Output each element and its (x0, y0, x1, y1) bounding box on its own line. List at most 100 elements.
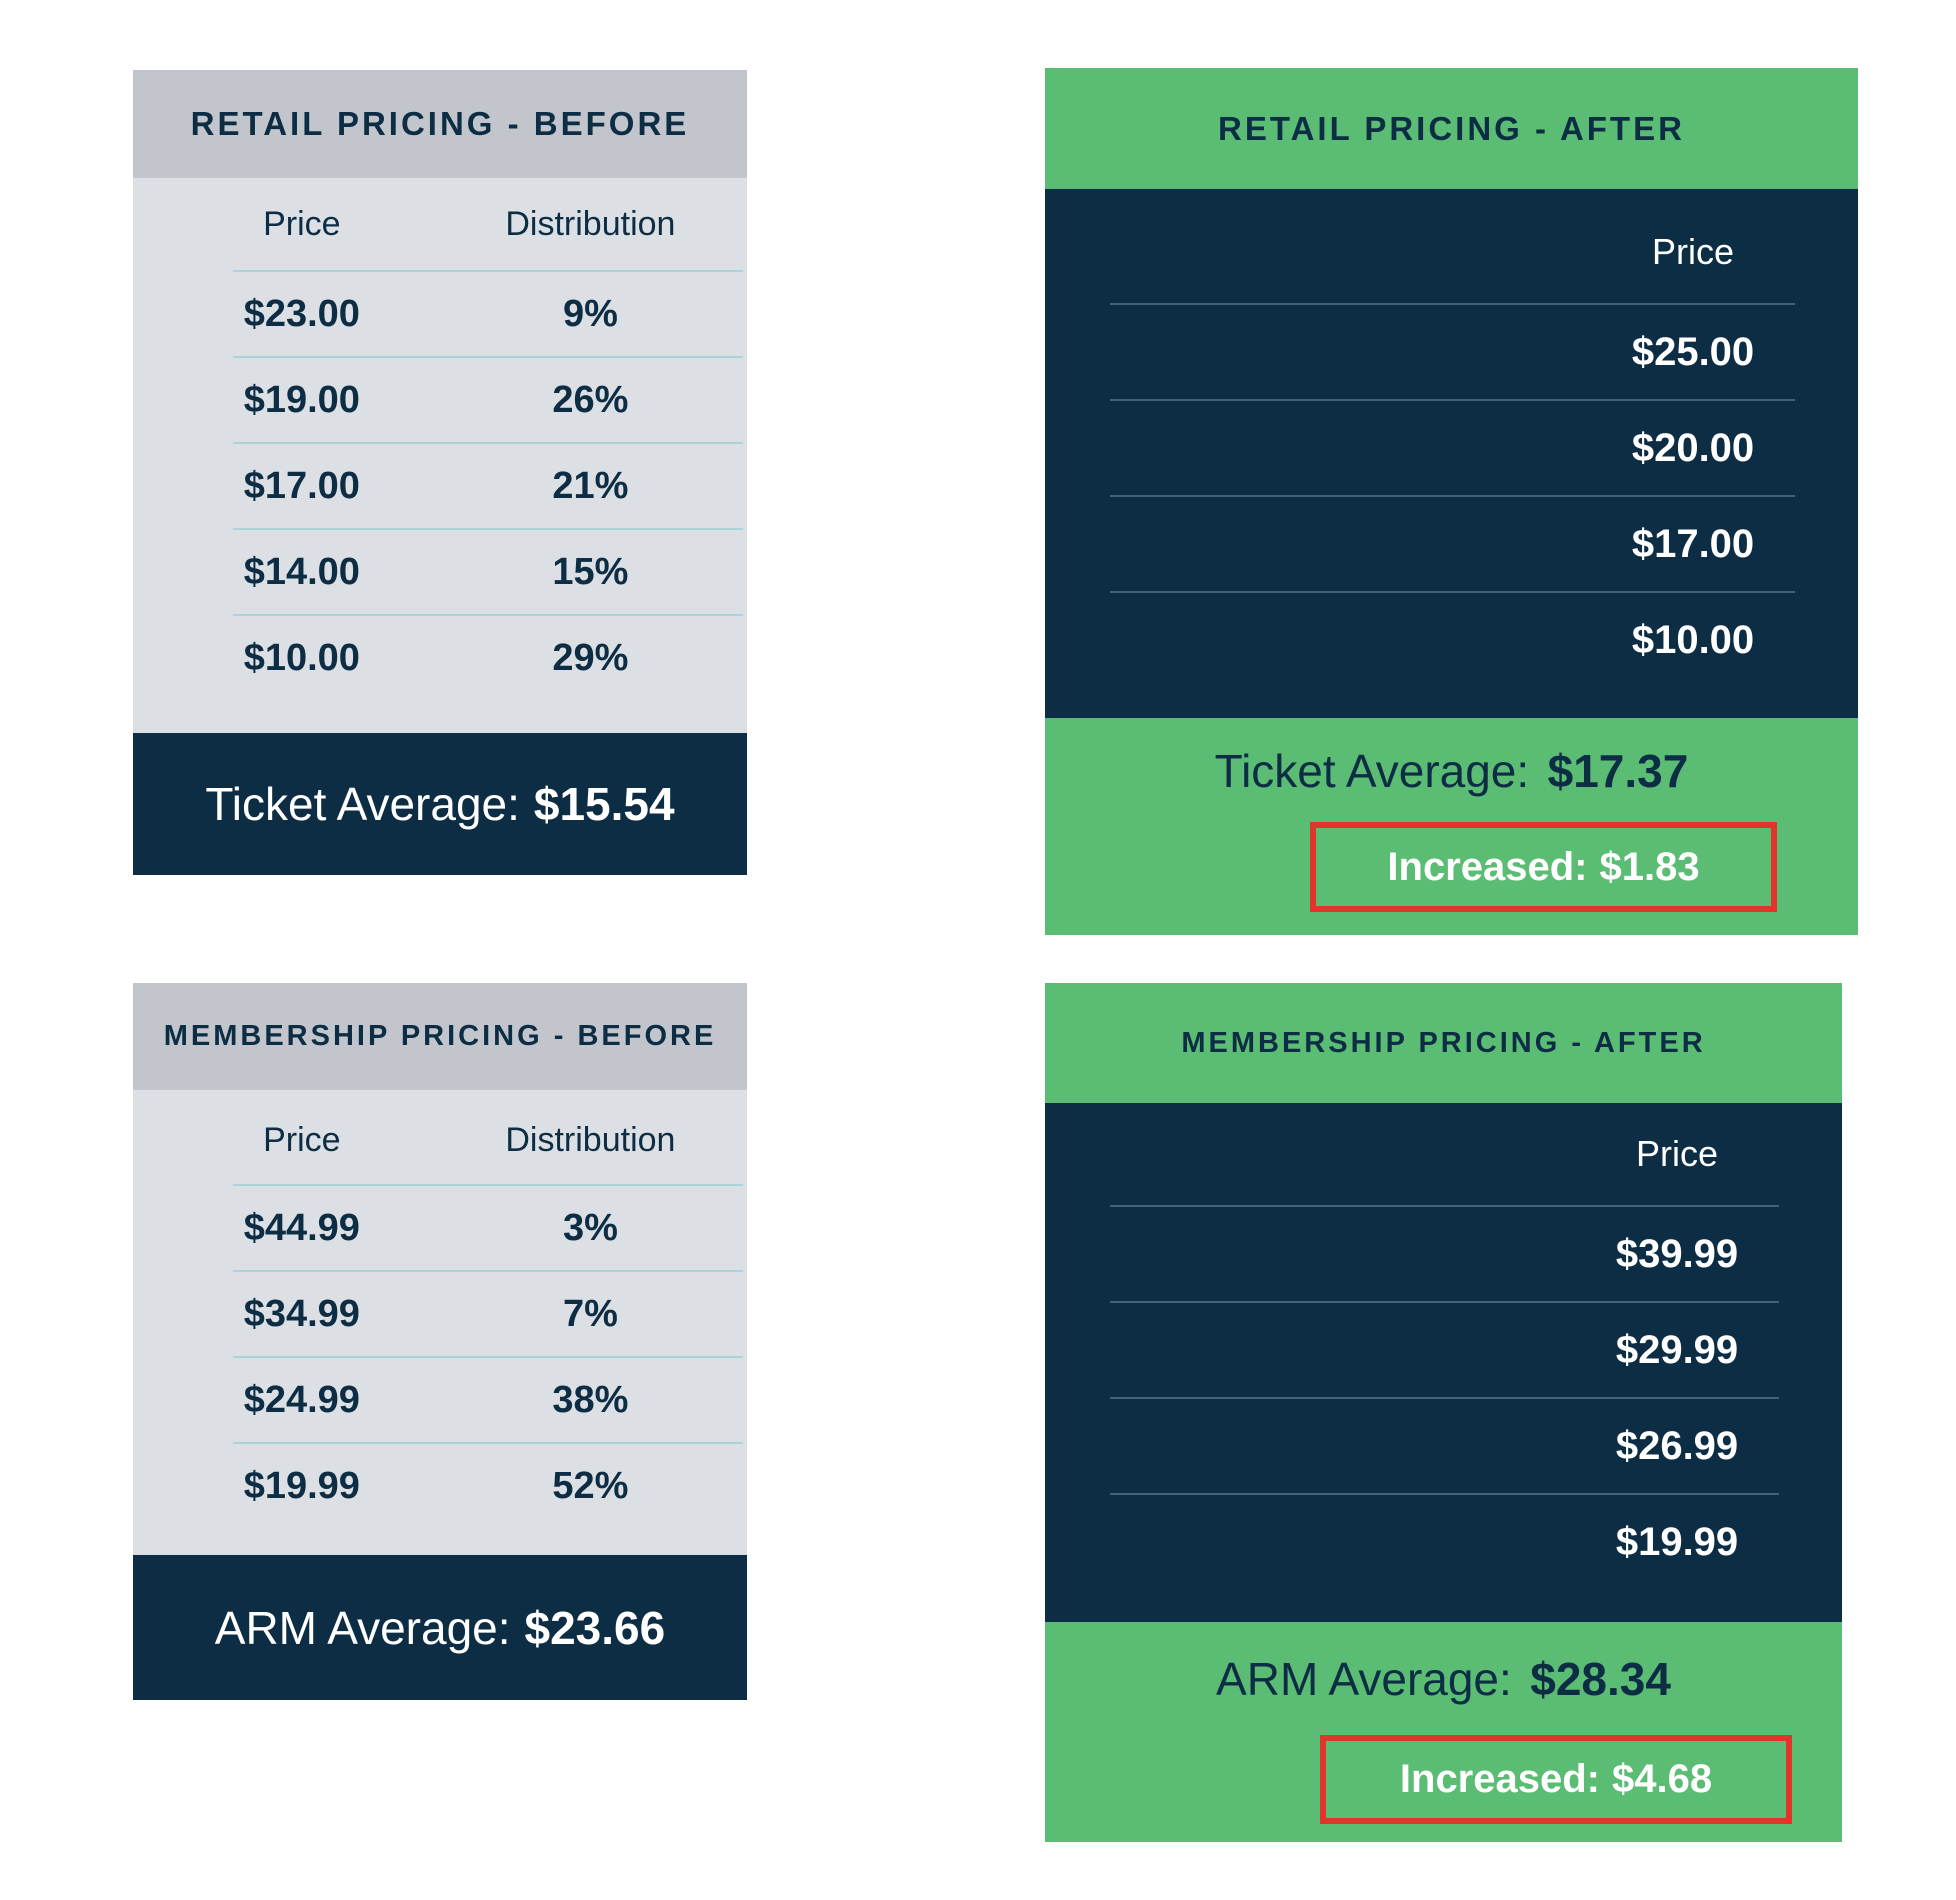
membership-after-footer: ARM Average: $28.34 Increased: $4.68 (1045, 1622, 1842, 1842)
distribution-cell: 52% (552, 1464, 629, 1507)
membership-before-table: MEMBERSHIP PRICING - BEFORE Price Distri… (133, 983, 747, 1700)
price-cell: $19.99 (243, 1464, 360, 1507)
price-cell: $14.00 (243, 550, 360, 593)
arm-average-value: $23.66 (524, 1601, 666, 1654)
table-title: MEMBERSHIP PRICING - AFTER (1181, 1026, 1706, 1059)
table-title: RETAIL PRICING - BEFORE (190, 105, 690, 142)
increase-highlight-box: Increased: $4.68 (1320, 1735, 1792, 1824)
table-row: $10.00 (1045, 593, 1858, 687)
retail-before-footer: Ticket Average: $15.54 (133, 733, 747, 875)
table-row: $34.99 7% (133, 1272, 747, 1356)
price-cell: $20.00 (1631, 425, 1755, 470)
divider (1110, 303, 1795, 305)
price-cell: $39.99 (1615, 1231, 1739, 1276)
price-cell: $10.00 (243, 636, 360, 679)
divider (1110, 1493, 1779, 1495)
table-row: $17.00 21% (133, 444, 747, 528)
column-header-row: Price Distribution (133, 178, 747, 270)
price-cell: $23.00 (243, 292, 360, 335)
distribution-cell: 29% (552, 636, 629, 679)
price-cell: $29.99 (1615, 1327, 1739, 1372)
divider (233, 528, 743, 530)
retail-after-body: Price $25.00 $20.00 $17.00 $10.00 (1045, 189, 1858, 718)
arm-average-label: ARM Average: (214, 1601, 511, 1654)
divider (1110, 1301, 1779, 1303)
price-column-header: Price (1651, 231, 1735, 272)
divider (1110, 1205, 1779, 1207)
divider (233, 270, 743, 272)
membership-before-footer: ARM Average: $23.66 (133, 1555, 747, 1700)
table-title: RETAIL PRICING - AFTER (1218, 109, 1685, 147)
increase-label: Increased: (1387, 844, 1588, 889)
distribution-cell: 3% (562, 1206, 618, 1249)
distribution-cell: 26% (552, 378, 629, 421)
table-row: $19.00 26% (133, 358, 747, 442)
price-cell: $34.99 (243, 1292, 360, 1335)
table-row: $20.00 (1045, 401, 1858, 495)
price-cell: $19.99 (1615, 1519, 1739, 1564)
price-cell: $17.00 (243, 464, 360, 507)
ticket-average-line: Ticket Average: $17.37 (1045, 744, 1858, 798)
divider (233, 442, 743, 444)
membership-before-body: Price Distribution $44.99 3% $34.99 7% $… (133, 1090, 747, 1555)
table-row: $39.99 (1045, 1207, 1842, 1301)
retail-before-header: RETAIL PRICING - BEFORE (133, 70, 747, 178)
price-cell: $26.99 (1615, 1423, 1739, 1468)
retail-before-body: Price Distribution $23.00 9% $19.00 26% … (133, 178, 747, 733)
table-row: $24.99 38% (133, 1358, 747, 1442)
increase-label: Increased: (1399, 1757, 1600, 1801)
table-row: $17.00 (1045, 497, 1858, 591)
ticket-average-value: $17.37 (1547, 745, 1689, 797)
retail-after-table: RETAIL PRICING - AFTER Price $25.00 $20.… (1045, 68, 1858, 935)
table-row: $44.99 3% (133, 1186, 747, 1270)
column-header-row: Price (1045, 1103, 1842, 1205)
retail-after-footer: Ticket Average: $17.37 Increased: $1.83 (1045, 718, 1858, 935)
divider (233, 1184, 743, 1186)
column-header-row: Price (1045, 201, 1858, 303)
divider (1110, 399, 1795, 401)
price-cell: $24.99 (243, 1378, 360, 1421)
distribution-cell: 15% (552, 550, 629, 593)
divider (233, 1356, 743, 1358)
price-cell: $17.00 (1631, 521, 1755, 566)
increase-value: $1.83 (1599, 844, 1700, 889)
membership-before-header: MEMBERSHIP PRICING - BEFORE (133, 983, 747, 1090)
price-column-header: Price (263, 1120, 341, 1159)
retail-before-table: RETAIL PRICING - BEFORE Price Distributi… (133, 70, 747, 875)
divider (1110, 591, 1795, 593)
divider (233, 356, 743, 358)
membership-after-header: MEMBERSHIP PRICING - AFTER (1045, 983, 1842, 1103)
membership-after-body: Price $39.99 $29.99 $26.99 $19.99 (1045, 1103, 1842, 1622)
ticket-average-label: Ticket Average: (205, 778, 520, 830)
table-row: $25.00 (1045, 305, 1858, 399)
price-cell: $25.00 (1631, 329, 1755, 374)
divider (233, 1270, 743, 1272)
arm-average-line: ARM Average: $28.34 (1045, 1652, 1842, 1706)
divider (233, 1442, 743, 1444)
price-cell: $19.00 (243, 378, 360, 421)
table-title: MEMBERSHIP PRICING - BEFORE (163, 1020, 717, 1052)
divider (233, 614, 743, 616)
table-row: $19.99 (1045, 1495, 1842, 1589)
membership-after-table: MEMBERSHIP PRICING - AFTER Price $39.99 … (1045, 983, 1842, 1842)
distribution-cell: 21% (552, 464, 629, 507)
distribution-cell: 38% (552, 1378, 629, 1421)
table-row: $19.99 52% (133, 1444, 747, 1528)
distribution-cell: 9% (562, 292, 618, 335)
divider (1110, 1397, 1779, 1399)
table-row: $26.99 (1045, 1399, 1842, 1493)
price-cell: $44.99 (243, 1206, 360, 1249)
price-column-header: Price (1635, 1133, 1719, 1174)
table-row: $14.00 15% (133, 530, 747, 614)
divider (1110, 495, 1795, 497)
table-row: $10.00 29% (133, 616, 747, 700)
ticket-average-value: $15.54 (533, 778, 675, 830)
increase-highlight-box: Increased: $1.83 (1310, 822, 1777, 912)
distribution-column-header: Distribution (505, 1120, 676, 1159)
price-column-header: Price (263, 204, 341, 243)
distribution-cell: 7% (562, 1292, 618, 1335)
increase-value: $4.68 (1612, 1757, 1713, 1801)
table-row: $29.99 (1045, 1303, 1842, 1397)
price-cell: $10.00 (1631, 617, 1755, 662)
arm-average-label: ARM Average: (1216, 1653, 1512, 1705)
